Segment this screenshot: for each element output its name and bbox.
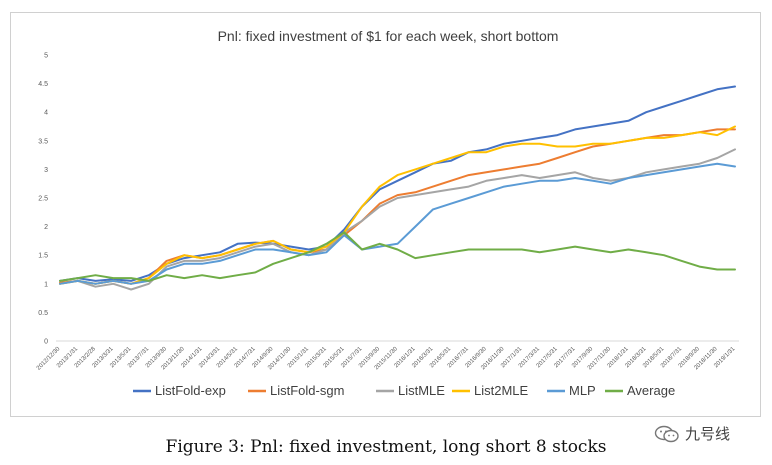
axes: 00.511.522.533.544.552012/12/302013/1/31… <box>36 53 739 372</box>
y-tick-label: 5 <box>44 53 48 60</box>
series-layer <box>59 85 736 291</box>
series-line-list2mle <box>59 125 736 285</box>
series-line-listfold-sgm <box>59 128 736 285</box>
legend-label-listfold-exp: ListFold-exp <box>155 383 226 398</box>
y-tick-label: 2.5 <box>38 196 48 203</box>
wechat-icon <box>654 425 679 442</box>
y-tick-label: 2 <box>44 224 48 231</box>
pnl-line-chart: Pnl: fixed investment of $1 for each wee… <box>36 28 739 398</box>
series-line-average <box>59 231 736 282</box>
watermark-text: 九号线 <box>685 425 731 443</box>
watermark: 九号线 <box>654 423 730 444</box>
y-tick-label: 1 <box>44 281 48 288</box>
legend-label-list2mle: List2MLE <box>474 383 529 398</box>
y-tick-label: 0.5 <box>38 310 48 317</box>
series-line-mlp <box>59 162 736 285</box>
y-tick-label: 3.5 <box>38 138 48 145</box>
chart-frame: Pnl: fixed investment of $1 for each wee… <box>10 12 761 417</box>
y-tick-label: 0 <box>44 339 48 346</box>
legend-label-average: Average <box>627 383 675 398</box>
legend-label-listfold-sgm: ListFold-sgm <box>270 383 344 398</box>
y-tick-label: 3 <box>44 167 48 174</box>
y-tick-label: 1.5 <box>38 253 48 260</box>
y-tick-label: 4.5 <box>38 81 48 88</box>
series-line-listfold-exp <box>59 85 736 282</box>
figure-caption: Figure 3: Pnl: fixed investment, long sh… <box>165 437 607 457</box>
y-tick-label: 4 <box>44 110 48 117</box>
legend-label-mlp: MLP <box>569 383 596 398</box>
legend: ListFold-exp ListFold-sgm ListMLE List2MLE M… <box>133 383 675 398</box>
chart-title: Pnl: fixed investment of $1 for each wee… <box>218 28 559 44</box>
legend-label-listmle: ListMLE <box>398 383 445 398</box>
